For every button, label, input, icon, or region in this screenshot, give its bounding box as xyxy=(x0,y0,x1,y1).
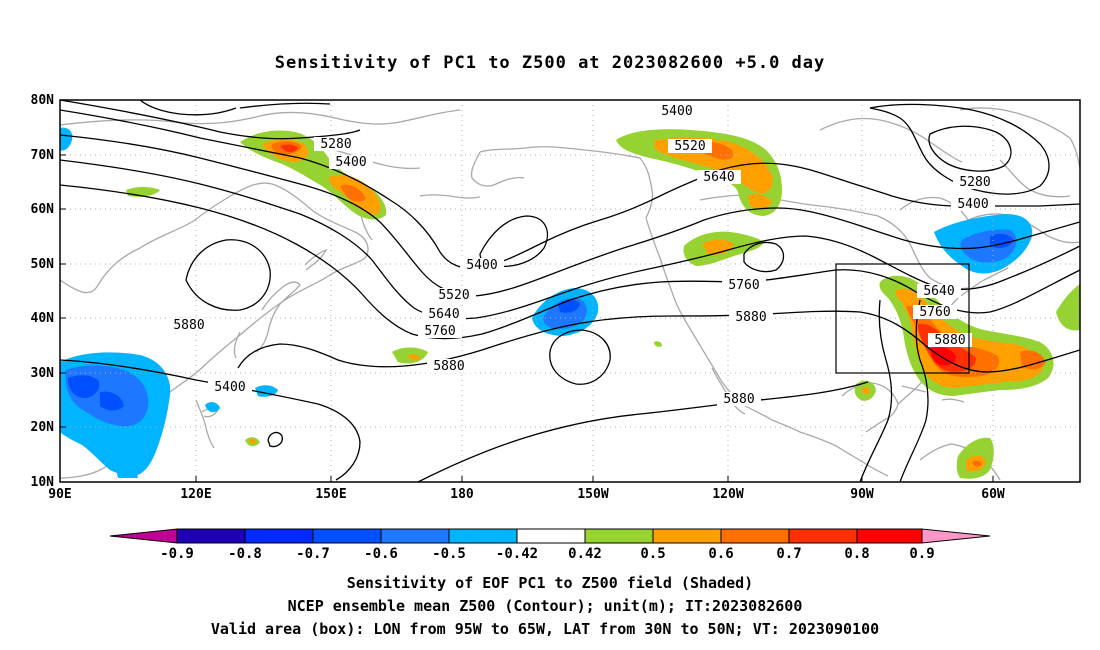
colorbar-label: -0.42 xyxy=(496,546,538,562)
svg-text:5880: 5880 xyxy=(723,392,754,407)
lat-labels: 80N 70N 60N 50N 40N 30N 20N 10N xyxy=(31,93,55,490)
lon-label: 150E xyxy=(315,487,346,502)
lat-label: 10N xyxy=(31,475,55,490)
contour-label: 5280 xyxy=(953,175,997,190)
colorbar-over-triangle xyxy=(921,528,991,544)
lon-label: 120E xyxy=(180,487,211,502)
tick-marks xyxy=(60,99,994,482)
colorbar-segment xyxy=(244,528,314,544)
colorbar-label: 0.7 xyxy=(776,546,801,562)
colorbar-label: 0.6 xyxy=(708,546,733,562)
svg-text:5880: 5880 xyxy=(433,359,464,374)
contour-label: 5400 xyxy=(655,104,699,119)
svg-text:5640: 5640 xyxy=(703,170,734,185)
lat-label: 50N xyxy=(31,257,55,272)
lon-labels: 90E 120E 150E 180 150W 120W 90W 60W xyxy=(48,487,1005,502)
colorbar: -0.9 -0.8 -0.7 -0.6 -0.5 -0.42 0.42 0.5 … xyxy=(109,528,991,562)
svg-text:5400: 5400 xyxy=(661,104,692,119)
contour-label: 5520 xyxy=(668,139,712,154)
colorbar-segment xyxy=(448,528,518,544)
svg-text:5400: 5400 xyxy=(335,155,366,170)
colorbar-under-triangle xyxy=(109,528,178,544)
colorbar-segment xyxy=(788,528,858,544)
map-frame xyxy=(59,99,1081,483)
contour-label: 5640 xyxy=(697,170,741,185)
colorbar-label: 0.9 xyxy=(909,546,934,562)
contour-label: 5880 xyxy=(427,359,471,374)
svg-text:5400: 5400 xyxy=(214,380,245,395)
z500-contours xyxy=(60,100,1080,482)
colorbar-segment xyxy=(312,528,382,544)
colorbar-label: 0.5 xyxy=(640,546,665,562)
lon-label: 90E xyxy=(48,487,71,502)
contour-label: 5400 xyxy=(951,197,995,212)
colorbar-label: -0.5 xyxy=(432,546,466,562)
colorbar-label: -0.8 xyxy=(228,546,262,562)
svg-text:5280: 5280 xyxy=(959,175,990,190)
lat-label: 20N xyxy=(31,420,55,435)
caption-line: Valid area (box): LON from 95W to 65W, L… xyxy=(211,620,879,638)
svg-text:5400: 5400 xyxy=(957,197,988,212)
lat-label: 40N xyxy=(31,311,55,326)
colorbar-segment xyxy=(720,528,790,544)
lon-label: 60W xyxy=(981,487,1005,502)
colorbar-segment xyxy=(652,528,722,544)
contour-label: 5880 xyxy=(928,333,972,348)
contour-label: 5880 xyxy=(729,310,773,325)
colorbar-labels: -0.9 -0.8 -0.7 -0.6 -0.5 -0.42 0.42 0.5 … xyxy=(160,546,935,562)
contour-label: 5640 xyxy=(917,284,961,299)
contour-label: 5760 xyxy=(913,305,957,320)
map-panel: 5280 5400 5400 5520 5640 5760 5880 5400 … xyxy=(60,100,1080,482)
lon-label: 120W xyxy=(712,487,743,502)
svg-text:5640: 5640 xyxy=(428,307,459,322)
lat-label: 70N xyxy=(31,148,55,163)
contour-label: 5760 xyxy=(722,278,766,293)
valid-area-box xyxy=(835,263,970,374)
svg-text:5880: 5880 xyxy=(173,318,204,333)
colorbar-segment xyxy=(516,528,586,544)
lat-label: 30N xyxy=(31,366,55,381)
contour-label: 5400 xyxy=(329,155,373,170)
contour-labels: 5280 5400 5400 5520 5640 5760 5880 5400 … xyxy=(167,104,997,407)
lat-label: 80N xyxy=(31,93,55,108)
colorbar-segment xyxy=(176,528,246,544)
lon-label: 180 xyxy=(450,487,474,502)
lon-label: 90W xyxy=(850,487,874,502)
contour-label: 5880 xyxy=(717,392,761,407)
colorbar-label: -0.7 xyxy=(296,546,330,562)
svg-text:5880: 5880 xyxy=(735,310,766,325)
colorbar-segment xyxy=(380,528,450,544)
svg-text:5880: 5880 xyxy=(934,333,965,348)
contour-label: 5880 xyxy=(167,318,211,333)
caption: Sensitivity of EOF PC1 to Z500 field (Sh… xyxy=(211,574,879,638)
svg-text:5520: 5520 xyxy=(438,288,469,303)
svg-text:5640: 5640 xyxy=(923,284,954,299)
svg-text:5280: 5280 xyxy=(320,137,351,152)
colorbar-label: -0.9 xyxy=(160,546,194,562)
colorbar-label: -0.6 xyxy=(364,546,398,562)
colorbar-label: 0.8 xyxy=(844,546,869,562)
lat-label: 60N xyxy=(31,202,55,217)
contour-label: 5640 xyxy=(422,307,466,322)
contour-label: 5400 xyxy=(208,380,252,395)
svg-text:5760: 5760 xyxy=(424,324,455,339)
contour-label: 5280 xyxy=(314,137,358,152)
colorbar-label: 0.42 xyxy=(568,546,602,562)
svg-text:5400: 5400 xyxy=(466,258,497,273)
caption-line: NCEP ensemble mean Z500 (Contour); unit(… xyxy=(288,597,803,615)
lon-label: 150W xyxy=(577,487,608,502)
svg-text:5760: 5760 xyxy=(919,305,950,320)
svg-text:5520: 5520 xyxy=(674,139,705,154)
contour-label: 5760 xyxy=(418,324,462,339)
colorbar-segment xyxy=(584,528,654,544)
contour-label: 5400 xyxy=(460,258,504,273)
colorbar-segment xyxy=(856,528,923,544)
contour-label: 5520 xyxy=(432,288,476,303)
caption-line: Sensitivity of EOF PC1 to Z500 field (Sh… xyxy=(347,574,753,592)
svg-text:5760: 5760 xyxy=(728,278,759,293)
figure-title: Sensitivity of PC1 to Z500 at 2023082600… xyxy=(275,53,826,73)
